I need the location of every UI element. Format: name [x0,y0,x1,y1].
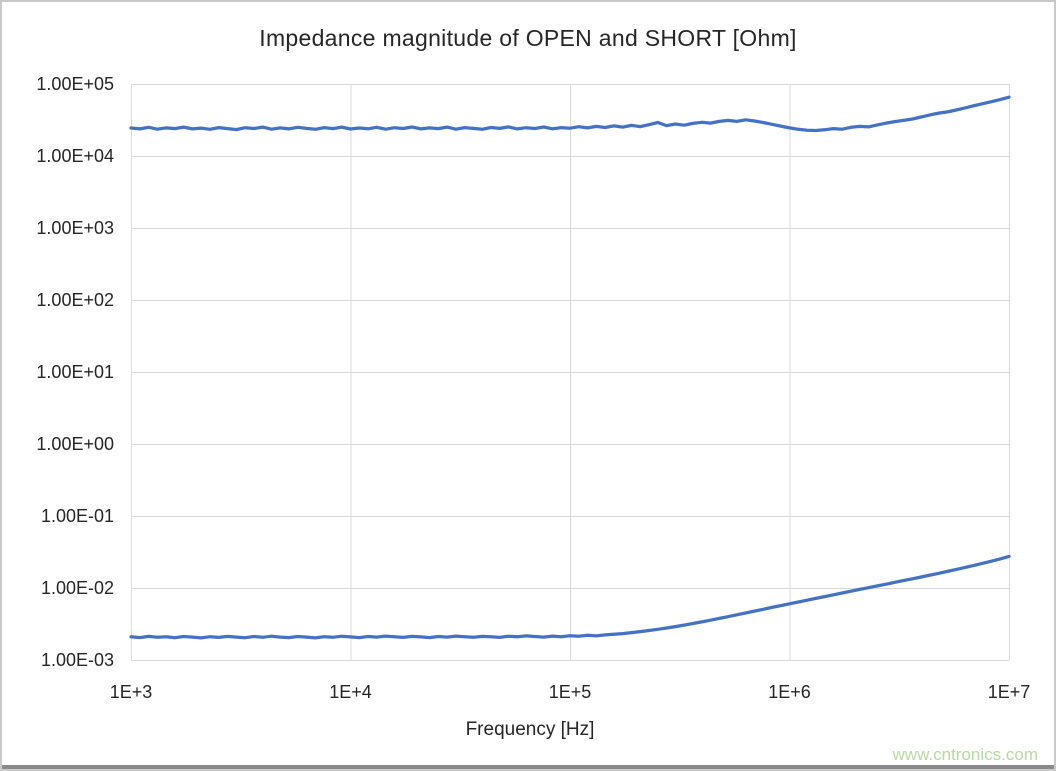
watermark-text: www.cntronics.com [892,745,1038,764]
y-axis-tick-label: 1.00E-03 [40,650,114,670]
series-open-line [129,95,1011,133]
y-axis-tick-label: 1.00E+04 [36,146,114,166]
series-short-line [129,554,1011,640]
x-axis-tick-label: 1E+7 [987,682,1031,702]
chart-title: Impedance magnitude of OPEN and SHORT [O… [259,25,797,51]
y-axis-tick-label: 1.00E+05 [36,74,114,94]
x-axis-tick-label: 1E+6 [768,682,811,702]
y-axis-tick-label: 1.00E-02 [40,578,114,598]
x-axis-tick-label: 1E+3 [109,682,153,702]
y-axis-tick-label: 1.00E+02 [36,290,114,310]
y-axis-tick-label: 1.00E+03 [36,218,114,238]
y-axis: 1.00E+05 1.00E+04 1.00E+03 1.00E+02 1.00E+01… [2,2,114,769]
x-axis-tick-label: 1E+4 [329,682,372,702]
y-axis-tick-label: 1.00E+00 [36,434,114,454]
y-axis-tick-label: 1.00E-01 [40,506,114,526]
window-bottom-edge [2,765,1054,769]
x-axis-tick-label: 1E+5 [548,682,592,702]
y-axis-tick-label: 1.00E+01 [36,362,114,382]
x-axis-title: Frequency [Hz] [465,719,595,740]
